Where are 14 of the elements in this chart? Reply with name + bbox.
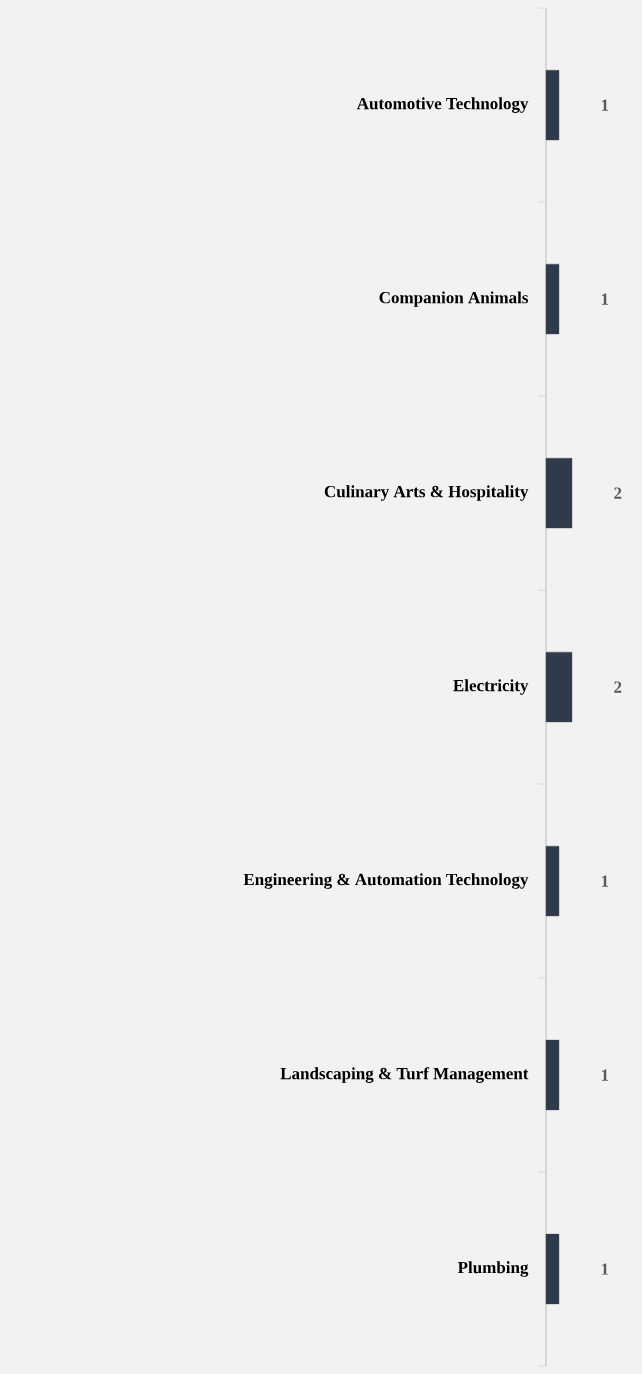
y-tick-label: Companion Animals — [379, 291, 529, 307]
data-label: 1 — [601, 1069, 609, 1081]
data-label: 1 — [601, 875, 609, 887]
y-tick-label: Plumbing — [457, 1261, 529, 1277]
y-tick-label: Engineering & Automation Technology — [243, 873, 529, 889]
data-label: 2 — [614, 487, 622, 499]
y-tick-label: Electricity — [453, 679, 529, 695]
data-label: 1 — [601, 1263, 609, 1275]
data-label: 1 — [601, 293, 609, 305]
y-tick-label: Automotive Technology — [356, 97, 529, 113]
y-tick-label: Culinary Arts & Hospitality — [324, 485, 529, 501]
data-label: 2 — [614, 681, 622, 693]
data-label: 1 — [601, 99, 609, 111]
y-tick-label: Landscaping & Turf Management — [280, 1067, 529, 1083]
